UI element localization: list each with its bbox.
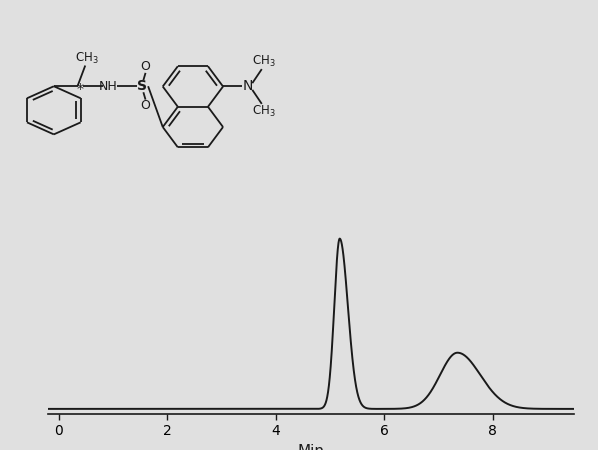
- Text: O: O: [141, 99, 151, 112]
- Text: N: N: [243, 80, 253, 94]
- X-axis label: Min: Min: [297, 444, 325, 450]
- Text: CH$_3$: CH$_3$: [252, 104, 276, 119]
- Text: S: S: [137, 79, 147, 93]
- Text: *: *: [77, 82, 84, 96]
- Text: O: O: [141, 60, 151, 73]
- Text: CH$_3$: CH$_3$: [75, 50, 99, 66]
- Text: CH$_3$: CH$_3$: [252, 54, 276, 69]
- Text: NH: NH: [99, 80, 118, 93]
